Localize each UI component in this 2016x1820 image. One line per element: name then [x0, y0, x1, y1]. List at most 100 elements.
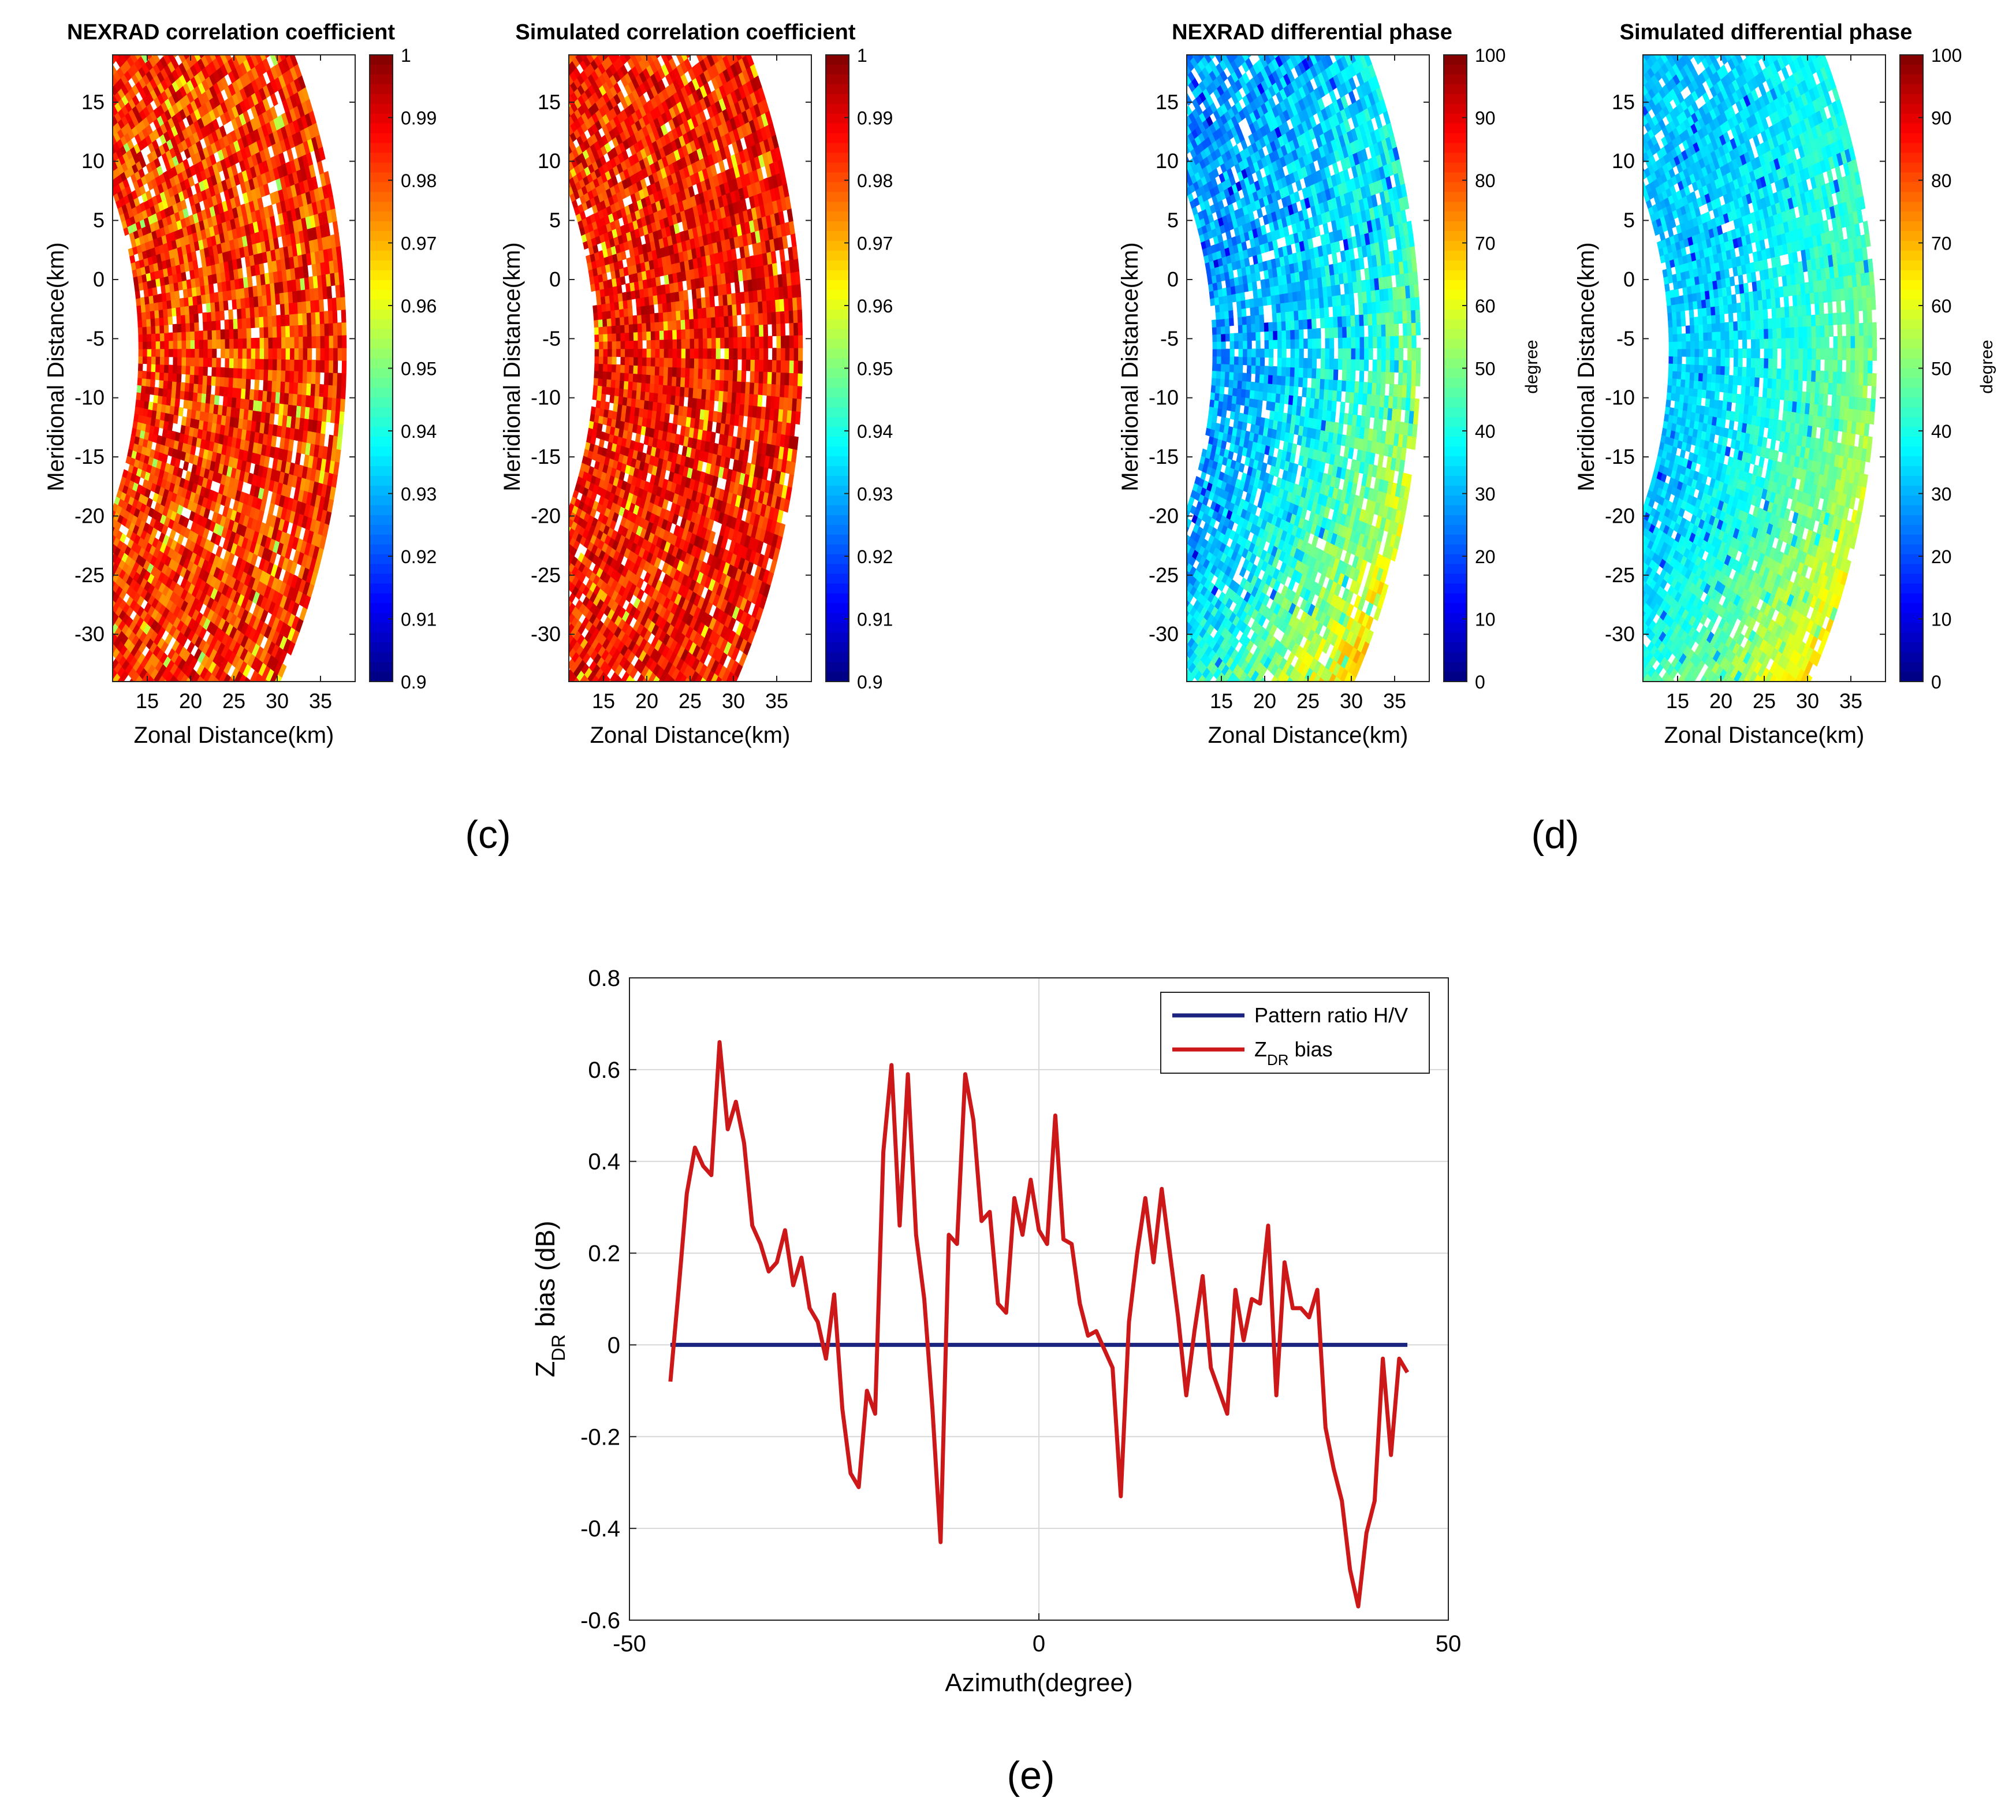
heatmap-cell — [190, 340, 195, 349]
heatmap-cell — [189, 374, 195, 384]
heatmap-cell — [337, 322, 342, 336]
y-tick-label: -10 — [74, 386, 105, 410]
heatmap-cell — [145, 386, 151, 394]
heatmap-cell — [289, 336, 295, 349]
colorbar-swatch — [370, 505, 393, 516]
heatmap-cell — [155, 371, 161, 381]
heatmap-cell — [255, 55, 263, 64]
heatmap-cell — [337, 423, 344, 438]
heatmap-cell — [609, 302, 616, 311]
heatmap-cell — [298, 325, 304, 337]
heatmap-cell — [185, 357, 191, 366]
heatmap-cell — [186, 348, 191, 358]
colorbar-swatch — [370, 554, 393, 565]
heatmap-cell — [314, 384, 321, 397]
heatmap-cell — [616, 348, 621, 358]
heatmap-cell — [176, 315, 182, 325]
heatmap-cell — [215, 367, 221, 377]
heatmap-cell — [246, 338, 252, 349]
colorbar-swatch — [370, 309, 393, 320]
heatmap-cell — [328, 322, 334, 336]
heatmap-cell — [204, 55, 213, 65]
heatmap-cell — [264, 55, 271, 58]
heatmap-cell — [629, 356, 634, 366]
heatmap-cell — [594, 341, 599, 349]
heatmap-cell — [211, 329, 217, 340]
colorbar-swatch — [370, 574, 393, 585]
heatmap-cell — [305, 300, 311, 314]
heatmap-cell — [303, 348, 308, 360]
heatmap-cell — [203, 357, 208, 367]
heatmap-cell — [602, 363, 608, 372]
heatmap-cell — [607, 363, 613, 373]
heatmap-cell — [173, 356, 178, 366]
colorbar-swatch — [370, 123, 393, 134]
heatmap-cell — [225, 329, 230, 340]
heatmap-cell — [263, 337, 269, 349]
heatmap-cell — [167, 421, 173, 431]
heatmap-cell — [158, 301, 163, 311]
colorbar-swatch — [370, 64, 393, 75]
heatmap-cell — [151, 348, 156, 357]
colorbar-swatch — [370, 241, 393, 251]
heatmap-cell — [174, 290, 180, 300]
heatmap-cell — [160, 348, 165, 358]
heatmap-cell — [150, 379, 155, 388]
y-tick-label: -25 — [74, 563, 105, 587]
heatmap-cell — [293, 302, 299, 314]
heatmap-cell — [250, 369, 256, 380]
heatmap-cell — [603, 341, 608, 349]
heatmap-cell — [145, 303, 151, 312]
heatmap-cell — [164, 332, 169, 341]
heatmap-cell — [221, 348, 226, 359]
heatmap-cell — [215, 55, 225, 68]
panel-title: NEXRAD correlation coefficient — [67, 20, 395, 44]
heatmap-cell — [163, 317, 169, 326]
heatmap-cell — [320, 348, 325, 360]
colorbar-tick-label: 0.94 — [401, 421, 437, 442]
heatmap-cell — [311, 323, 316, 337]
heatmap-cell — [628, 323, 634, 333]
heatmap-cell — [285, 370, 290, 382]
heatmap-cell — [303, 265, 309, 278]
colorbar-tick-label: 0.96 — [401, 296, 437, 317]
heatmap-cell — [167, 55, 175, 62]
heatmap-cell — [141, 319, 147, 327]
heatmap-cell — [612, 356, 617, 365]
heatmap-cell — [251, 358, 256, 370]
colorbar-swatch — [370, 446, 393, 457]
heatmap-cell — [181, 323, 187, 333]
heatmap-cell — [337, 373, 342, 386]
heatmap-cell — [259, 316, 264, 328]
heatmap-cell — [229, 329, 234, 340]
heatmap-cell — [616, 340, 621, 349]
heatmap-cell — [326, 285, 333, 299]
heatmap-cell — [166, 388, 173, 398]
heatmap-cell — [181, 332, 187, 341]
heatmap-cell — [620, 356, 625, 366]
heatmap-cell — [141, 311, 147, 320]
heatmap-cell — [223, 300, 229, 311]
heatmap-cell — [607, 325, 612, 334]
heatmap-cell — [612, 333, 617, 342]
heatmap-cell — [129, 55, 138, 64]
heatmap-cell — [241, 318, 247, 329]
heatmap-cell — [324, 323, 330, 336]
heatmap-cell — [159, 333, 165, 341]
heatmap-cell — [294, 336, 299, 349]
heatmap-cell — [338, 271, 345, 285]
heatmap-cell — [624, 332, 630, 341]
heatmap-cell — [599, 341, 604, 349]
heatmap-cell — [172, 381, 177, 390]
heatmap-cell — [151, 341, 156, 349]
heatmap-cell — [594, 334, 599, 343]
heatmap-cell — [142, 334, 148, 342]
heatmap-cell — [153, 302, 159, 311]
heatmap-cell — [163, 55, 172, 65]
heatmap-cell — [219, 55, 228, 65]
heatmap-cell — [601, 386, 607, 394]
heatmap-cell — [258, 306, 264, 318]
heatmap-cell — [624, 373, 629, 382]
heatmap-cell — [210, 302, 216, 312]
heatmap-cell — [324, 360, 330, 373]
